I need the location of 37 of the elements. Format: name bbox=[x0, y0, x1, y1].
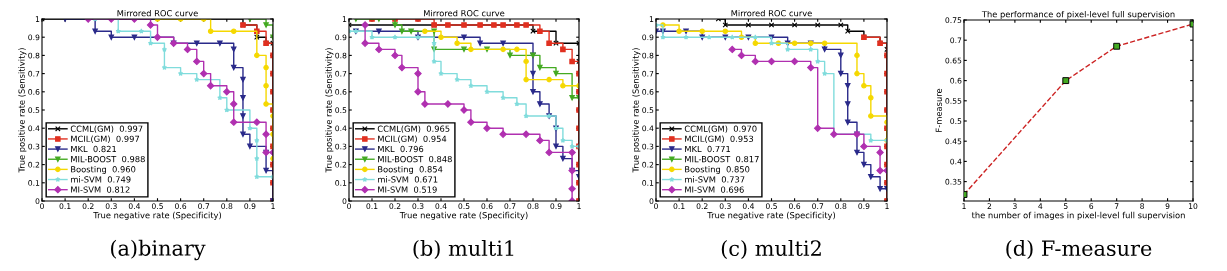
y-axis-title: True positive rate (Sensitivity) bbox=[325, 48, 334, 173]
chart-title: Mirrored ROC curve bbox=[731, 9, 812, 17]
x-axis-title: the number of images in pixel-level full supervision bbox=[971, 211, 1185, 220]
legend-label: MI-SVM 0.812 bbox=[71, 186, 130, 193]
chart-title: Mirrored ROC curve bbox=[424, 9, 505, 17]
legend-label: MCIL(GM) 0.953 bbox=[685, 135, 754, 143]
legend-label: MIL-BOOST 0.817 bbox=[685, 155, 759, 163]
legend-label: MI-SVM 0.519 bbox=[378, 186, 437, 193]
legend-label: Boosting 0.960 bbox=[71, 165, 136, 175]
legend-label: mi-SVM 0.737 bbox=[685, 176, 745, 183]
legend-label: MIL-BOOST 0.848 bbox=[378, 155, 452, 163]
x-axis-title: True negative rate (Specificity) bbox=[707, 211, 836, 220]
legend-label: mi-SVM 0.749 bbox=[71, 176, 131, 183]
y-axis-title: True positive rate (Sensitivity) bbox=[18, 48, 27, 173]
legend-label: MKL 0.796 bbox=[378, 145, 424, 153]
x-axis-title: True negative rate (Specificity) bbox=[93, 211, 222, 220]
legend-label: CCML(GM) 0.965 bbox=[377, 125, 450, 133]
chart-title: Mirrored ROC curve bbox=[117, 9, 198, 17]
text: (d) F-measure bbox=[1006, 239, 1152, 259]
x-axis-title: True negative rate (Specificity) bbox=[399, 211, 528, 220]
legend-label: CCML(GM) 0.970 bbox=[684, 125, 757, 133]
legend-label: Boosting 0.854 bbox=[378, 165, 443, 175]
legend-label: CCML(GM) 0.997 bbox=[70, 125, 143, 133]
text: (a)binary bbox=[111, 239, 206, 261]
legend-label: mi-SVM 0.671 bbox=[378, 176, 438, 183]
text: (c) multi2 bbox=[721, 239, 821, 259]
legend-label: MCIL(GM) 0.954 bbox=[378, 135, 447, 143]
text: (b) multi1 bbox=[413, 239, 514, 259]
chart-title: The performance of pixel-level full supervision bbox=[981, 10, 1175, 19]
legend-label: MKL 0.771 bbox=[685, 145, 731, 153]
y-axis-title: F-measure bbox=[935, 88, 942, 132]
legend-label: MIL-BOOST 0.988 bbox=[71, 155, 145, 163]
legend-label: MI-SVM 0.696 bbox=[685, 186, 744, 193]
y-axis-title: True positive rate (Sensitivity) bbox=[632, 48, 641, 173]
legend-label: Boosting 0.850 bbox=[685, 165, 750, 175]
legend-label: MKL 0.821 bbox=[71, 145, 117, 153]
legend-label: MCIL(GM) 0.997 bbox=[71, 135, 140, 143]
